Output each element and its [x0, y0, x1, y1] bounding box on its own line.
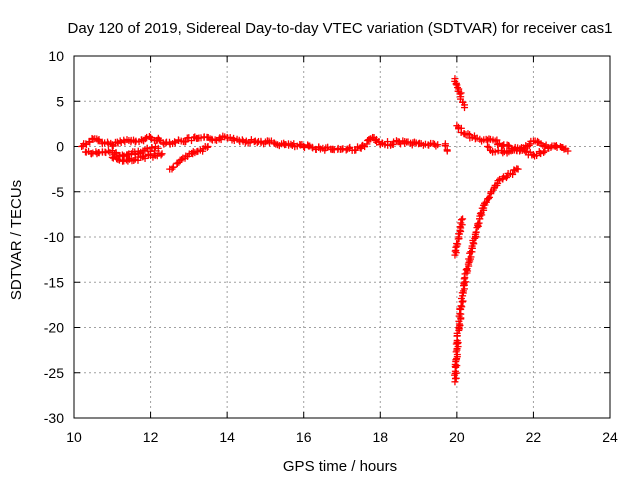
y-tick-label: -5	[52, 184, 65, 200]
data-point	[472, 228, 480, 236]
y-axis-label: SDTVAR / TECUs	[8, 180, 25, 300]
x-tick-label: 22	[526, 429, 542, 445]
x-tick-label: 12	[143, 429, 159, 445]
y-tick-label: -25	[44, 365, 64, 381]
axis-ticks: 10 12 14 16 18 20 22 24 10 5 0 -5 -10 -15 -20 -25 -30	[44, 48, 618, 445]
data-point	[476, 210, 484, 218]
x-tick-label: 20	[449, 429, 465, 445]
data-point	[141, 135, 149, 143]
data-point	[464, 130, 472, 138]
data-point	[434, 141, 442, 149]
data-point	[108, 147, 116, 155]
data-point	[461, 104, 469, 112]
chart-title: Day 120 of 2019, Sidereal Day-to-day VTE…	[68, 20, 613, 37]
data-point	[309, 144, 317, 152]
data-point	[182, 137, 190, 145]
x-tick-label: 14	[219, 429, 235, 445]
data-point	[502, 174, 510, 182]
data-point	[452, 243, 460, 251]
data-point	[459, 215, 467, 223]
data-point	[462, 266, 470, 274]
data-point	[484, 195, 492, 203]
data-point	[114, 155, 122, 163]
y-tick-label: 5	[56, 93, 64, 109]
data-point	[485, 193, 493, 201]
data-point	[147, 133, 155, 141]
x-tick-label: 24	[602, 429, 618, 445]
data-point	[462, 278, 470, 286]
data-point	[178, 155, 186, 163]
data-point	[363, 140, 371, 148]
data-point	[540, 148, 548, 156]
y-tick-label: -30	[44, 410, 64, 426]
data-point	[115, 156, 123, 164]
data-point	[443, 147, 451, 155]
data-point	[509, 170, 517, 178]
data-point	[537, 150, 545, 158]
y-tick-label: 0	[56, 139, 64, 155]
x-axis-label: GPS time / hours	[283, 458, 397, 475]
data-point	[522, 147, 530, 155]
data-point	[564, 147, 572, 155]
data-point	[155, 136, 163, 144]
data-point	[451, 247, 459, 255]
data-point	[116, 137, 124, 145]
x-tick-label: 16	[296, 429, 312, 445]
data-point	[494, 177, 502, 185]
data-point	[541, 147, 549, 155]
data-point	[452, 80, 460, 88]
data-point	[453, 122, 461, 130]
data-point	[547, 143, 555, 151]
data-point	[141, 154, 149, 162]
data-point	[94, 137, 102, 145]
data-point	[158, 150, 166, 158]
data-point	[483, 143, 491, 150]
data-point	[109, 142, 117, 150]
data-point	[457, 216, 465, 224]
data-point	[514, 165, 522, 173]
grid	[74, 56, 610, 418]
data-point	[124, 151, 132, 159]
data-point	[154, 144, 162, 152]
data-point	[441, 142, 449, 150]
data-series	[78, 75, 572, 386]
plot-frame	[73, 55, 611, 419]
data-point	[135, 150, 143, 158]
data-point	[171, 138, 179, 146]
data-point	[204, 143, 212, 150]
data-point	[457, 302, 465, 310]
data-point	[384, 138, 392, 146]
data-point	[470, 240, 478, 248]
data-point	[534, 137, 542, 145]
y-tick-label: 10	[48, 48, 64, 64]
data-point	[157, 151, 165, 159]
data-point	[533, 152, 541, 160]
data-point	[342, 146, 350, 154]
data-point	[485, 143, 493, 151]
x-tick-label: 10	[66, 429, 82, 445]
data-point	[169, 163, 177, 171]
data-point	[375, 137, 383, 145]
y-tick-label: -15	[44, 274, 64, 290]
y-tick-label: -10	[44, 229, 64, 245]
data-point	[173, 160, 181, 168]
data-point	[482, 198, 490, 206]
y-tick-label: -20	[44, 320, 64, 336]
data-point	[529, 151, 537, 159]
x-tick-label: 18	[372, 429, 388, 445]
